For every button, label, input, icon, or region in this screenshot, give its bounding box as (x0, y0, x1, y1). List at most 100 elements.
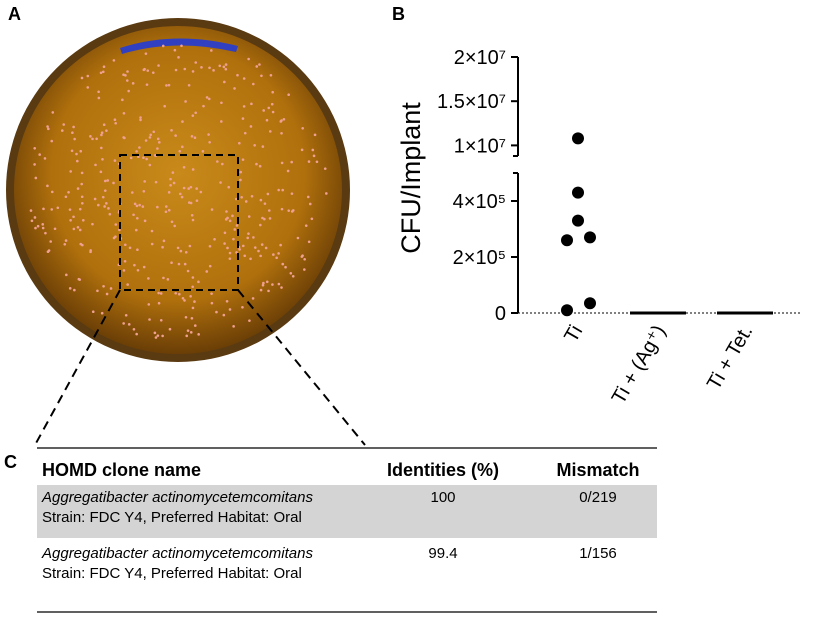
colony (189, 201, 193, 205)
colony (80, 171, 84, 175)
colony (241, 244, 245, 248)
colony (290, 192, 294, 195)
colony (287, 93, 290, 97)
colony (152, 130, 156, 134)
colony (100, 146, 103, 150)
colony (134, 228, 138, 232)
colony (80, 182, 84, 186)
colony (180, 44, 183, 48)
colony (183, 262, 187, 266)
colony (174, 68, 178, 72)
colony (176, 246, 180, 250)
colony (168, 327, 172, 331)
colony (112, 59, 116, 62)
colony (210, 301, 214, 305)
panel-label: C (4, 452, 17, 472)
colony (265, 118, 269, 122)
colony (76, 225, 80, 229)
colony (135, 332, 138, 336)
colony (136, 248, 139, 252)
colony (243, 254, 247, 258)
colony (105, 202, 108, 205)
colony (128, 246, 132, 250)
colony (143, 219, 147, 223)
colony (72, 125, 75, 129)
colony (89, 135, 92, 138)
colony (260, 243, 264, 246)
colony (147, 303, 151, 306)
colony (56, 206, 60, 210)
identities: 99.4 (428, 545, 457, 562)
colony (193, 136, 197, 140)
colony (253, 143, 256, 147)
colony (50, 208, 54, 211)
colony (280, 286, 283, 289)
colony (300, 148, 304, 152)
colony (144, 52, 148, 55)
colony (312, 154, 316, 158)
colony (170, 220, 174, 224)
colony (197, 280, 200, 284)
colony (240, 196, 243, 199)
colony (174, 134, 177, 137)
colony (241, 158, 245, 161)
colony (95, 137, 98, 141)
colony (105, 292, 109, 296)
colony (167, 208, 171, 212)
colony (307, 160, 311, 163)
colony (281, 262, 285, 266)
colony (156, 147, 159, 150)
colony (121, 98, 124, 102)
colony (269, 74, 273, 77)
colony (86, 74, 90, 78)
colony (169, 183, 172, 187)
colony (208, 244, 212, 248)
colony (108, 212, 112, 216)
colony (186, 269, 190, 273)
colony (270, 102, 274, 106)
x-tick-label: Ti (560, 322, 587, 347)
colony (64, 195, 68, 199)
colony (177, 56, 180, 59)
colony (250, 194, 254, 198)
colony (102, 123, 106, 127)
colony (219, 181, 222, 184)
colony (161, 44, 165, 48)
colony (97, 203, 100, 207)
colony (142, 265, 146, 269)
colony (289, 271, 293, 275)
colony (307, 240, 311, 244)
colony (91, 310, 95, 313)
colony (224, 67, 228, 71)
colony (207, 97, 211, 101)
colony (68, 208, 72, 211)
colony (91, 222, 94, 226)
colony (261, 283, 265, 287)
colony (303, 257, 306, 261)
x-tick-label: Ti + Tet. (703, 322, 757, 394)
colony (156, 334, 160, 337)
colony (194, 61, 198, 64)
colony (112, 181, 115, 185)
colony (65, 273, 68, 277)
colony (243, 131, 247, 135)
colony (277, 282, 281, 286)
colony (181, 145, 184, 149)
colony (132, 213, 135, 217)
colony (100, 311, 104, 315)
colony (139, 118, 142, 122)
colony (60, 129, 64, 132)
colony (191, 285, 194, 289)
colony (163, 104, 166, 108)
colony (162, 239, 166, 243)
colony (34, 226, 37, 230)
colony (241, 305, 244, 309)
tape (120, 38, 238, 54)
colony (191, 306, 195, 310)
colony (220, 120, 223, 123)
colony (268, 130, 272, 133)
colony (178, 292, 181, 296)
colony (76, 187, 80, 190)
clone-detail: Strain: FDC Y4, Preferred Habitat: Oral (42, 509, 302, 526)
